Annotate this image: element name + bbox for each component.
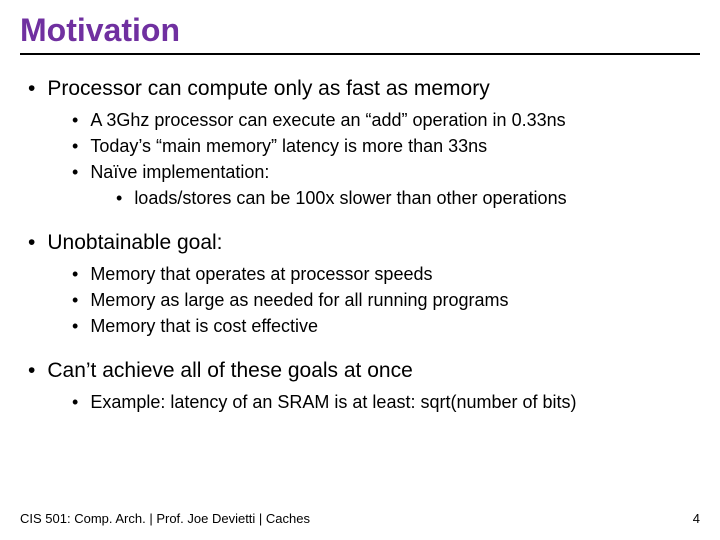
slide-content: • Processor can compute only as fast as … xyxy=(20,75,700,415)
bullet-dot: • xyxy=(28,229,35,257)
list-item: • Naïve implementation: • loads/stores c… xyxy=(20,159,700,211)
bullet-dot: • xyxy=(72,287,78,313)
bullet-dot: • xyxy=(72,133,78,159)
list-item: • Processor can compute only as fast as … xyxy=(20,75,700,211)
bullet-dot: • xyxy=(28,357,35,385)
bullet-text: Memory that operates at processor speeds xyxy=(90,261,432,287)
bullet-dot: • xyxy=(116,185,122,211)
list-item: • Today’s “main memory” latency is more … xyxy=(20,133,700,159)
bullet-dot: • xyxy=(72,313,78,339)
page-number: 4 xyxy=(693,511,700,526)
bullet-text: Unobtainable goal: xyxy=(47,229,222,257)
bullet-text: loads/stores can be 100x slower than oth… xyxy=(134,185,566,211)
list-item: • loads/stores can be 100x slower than o… xyxy=(20,185,700,211)
list-item: • Unobtainable goal: • Memory that opera… xyxy=(20,229,700,339)
slide-footer: CIS 501: Comp. Arch. | Prof. Joe Deviett… xyxy=(20,511,700,526)
bullet-text: Processor can compute only as fast as me… xyxy=(47,75,489,103)
list-item: • Memory as large as needed for all runn… xyxy=(20,287,700,313)
list-item: • Example: latency of an SRAM is at leas… xyxy=(20,389,700,415)
slide-title: Motivation xyxy=(20,12,700,49)
title-underline xyxy=(20,53,700,55)
bullet-text: Naïve implementation: xyxy=(90,159,269,185)
bullet-dot: • xyxy=(28,75,35,103)
bullet-dot: • xyxy=(72,159,78,185)
bullet-text: Memory that is cost effective xyxy=(90,313,318,339)
bullet-text: A 3Ghz processor can execute an “add” op… xyxy=(90,107,565,133)
bullet-text: Today’s “main memory” latency is more th… xyxy=(90,133,487,159)
list-item: • Can’t achieve all of these goals at on… xyxy=(20,357,700,415)
list-item: • Memory that is cost effective xyxy=(20,313,700,339)
bullet-dot: • xyxy=(72,107,78,133)
footer-left: CIS 501: Comp. Arch. | Prof. Joe Deviett… xyxy=(20,511,310,526)
bullet-text: Can’t achieve all of these goals at once xyxy=(47,357,412,385)
list-item: • Memory that operates at processor spee… xyxy=(20,261,700,287)
bullet-dot: • xyxy=(72,389,78,415)
bullet-text: Example: latency of an SRAM is at least:… xyxy=(90,389,576,415)
bullet-dot: • xyxy=(72,261,78,287)
list-item: • A 3Ghz processor can execute an “add” … xyxy=(20,107,700,133)
bullet-text: Memory as large as needed for all runnin… xyxy=(90,287,508,313)
